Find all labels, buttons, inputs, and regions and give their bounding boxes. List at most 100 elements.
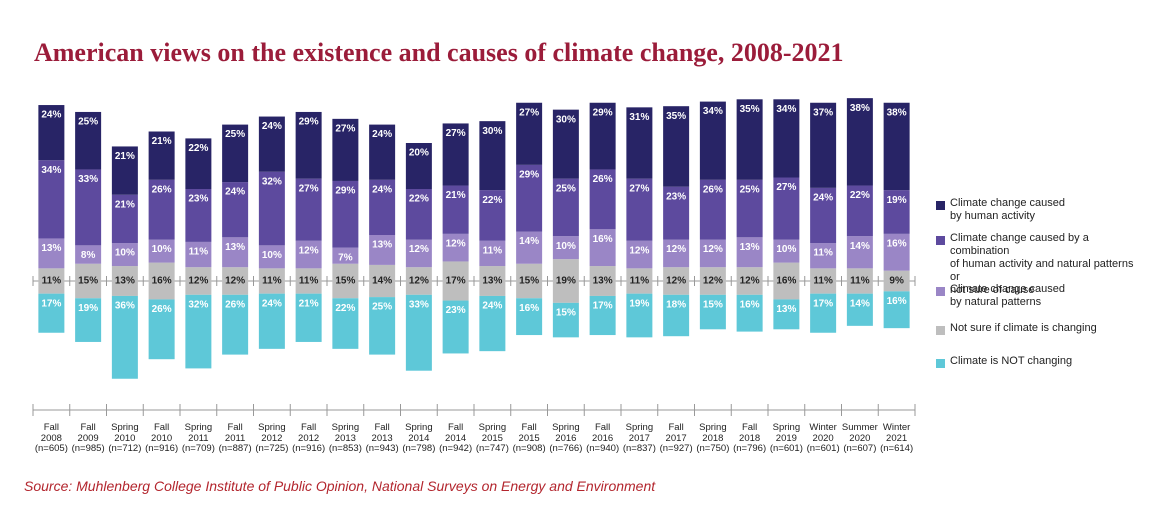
data-label: 14% — [372, 276, 392, 287]
bar-segment — [773, 239, 800, 263]
bar-segment — [295, 293, 322, 342]
data-label: 32% — [262, 176, 282, 187]
bar-segment — [148, 299, 175, 360]
bar-segment — [589, 266, 616, 296]
data-label: 15% — [556, 307, 576, 318]
data-label: 33% — [78, 174, 98, 185]
data-label: 13% — [225, 242, 245, 253]
bar-segment — [626, 268, 653, 294]
data-label: 13% — [115, 276, 135, 287]
sample-size-label: (n=796) — [733, 443, 767, 454]
sample-size-label: (n=766) — [549, 443, 583, 454]
bar-segment — [516, 298, 543, 336]
bar-segment — [111, 243, 138, 267]
data-label: 23% — [188, 194, 208, 205]
data-label: 21% — [115, 151, 135, 162]
data-label: 34% — [703, 106, 723, 117]
bar-segment — [369, 179, 396, 235]
data-label: 38% — [887, 107, 907, 118]
legend-swatch — [936, 236, 945, 245]
data-label: 16% — [593, 234, 613, 245]
bar-segment — [626, 107, 653, 179]
data-label: 29% — [299, 117, 319, 128]
data-label: 11% — [299, 276, 319, 287]
data-label: 16% — [776, 276, 796, 287]
data-label: 9% — [889, 276, 904, 287]
bar-segment — [736, 179, 763, 238]
data-label: 13% — [372, 240, 392, 251]
x-tick-label: Spring 2015 — [478, 422, 507, 444]
data-label: 13% — [776, 304, 796, 315]
bar-segment — [663, 106, 690, 187]
legend-swatch — [936, 359, 945, 368]
data-label: 38% — [850, 103, 870, 114]
bar-segment — [552, 302, 579, 338]
bar-segment — [699, 101, 726, 180]
bar-segment — [663, 294, 690, 337]
bar-segment — [222, 294, 249, 355]
bar-segment — [810, 268, 837, 294]
data-label: 16% — [519, 303, 539, 314]
x-tick-label: Fall 2011 — [224, 422, 246, 444]
bar-segment — [516, 164, 543, 232]
data-label: 27% — [776, 182, 796, 193]
data-label: 12% — [409, 276, 429, 287]
data-label: 22% — [188, 143, 208, 154]
x-tick-label: Fall 2010 — [151, 422, 173, 444]
legend-label: Climate change caused by human activity — [950, 197, 1065, 222]
bar-segment — [479, 295, 506, 352]
sample-size-label: (n=916) — [145, 443, 179, 454]
bar-segment — [75, 245, 102, 264]
bar-segment — [883, 102, 910, 191]
data-label: 29% — [519, 169, 539, 180]
bar-segment — [405, 143, 432, 189]
data-label: 17% — [446, 276, 466, 287]
sample-size-label: (n=943) — [365, 443, 399, 454]
data-label: 17% — [813, 298, 833, 309]
x-tick-label: Winter 2021 — [882, 422, 911, 444]
data-label: 34% — [776, 104, 796, 115]
data-label: 12% — [703, 276, 723, 287]
bar-segment — [773, 299, 800, 330]
bar-segment — [332, 118, 359, 181]
data-label: 15% — [519, 276, 539, 287]
bar-segment — [589, 229, 616, 267]
bar-segment — [148, 239, 175, 263]
data-label: 11% — [189, 247, 209, 258]
bar-segment — [479, 266, 506, 296]
data-label: 10% — [262, 250, 282, 261]
data-label: 30% — [482, 126, 502, 137]
data-label: 24% — [372, 184, 392, 195]
sample-size-label: (n=908) — [512, 443, 546, 454]
data-label: 15% — [78, 276, 98, 287]
legend-swatch — [936, 287, 945, 296]
data-label: 10% — [556, 241, 576, 252]
bar-segment — [810, 243, 837, 269]
x-tick-label: Summer 2020 — [841, 422, 878, 444]
data-label: 25% — [78, 117, 98, 128]
data-label: 10% — [776, 244, 796, 255]
data-label: 26% — [225, 299, 245, 310]
sample-size-label: (n=798) — [402, 443, 436, 454]
bar-segment — [699, 179, 726, 240]
sample-size-label: (n=916) — [292, 443, 326, 454]
data-label: 25% — [372, 302, 392, 313]
sample-size-label: (n=927) — [659, 443, 693, 454]
bar-segment — [222, 267, 249, 295]
bar-segment — [699, 294, 726, 330]
sample-size-label: (n=607) — [843, 443, 877, 454]
bar-segment — [479, 240, 506, 267]
bar-segment — [736, 99, 763, 180]
bar-segment — [442, 233, 469, 262]
data-label: 19% — [78, 303, 98, 314]
data-label: 24% — [262, 298, 282, 309]
bar-segment — [883, 291, 910, 329]
bar-segment — [663, 186, 690, 240]
data-label: 37% — [813, 107, 833, 118]
data-label: 11% — [813, 276, 833, 287]
data-label: 23% — [446, 305, 466, 316]
bar-segment — [516, 102, 543, 165]
bar-segment — [405, 189, 432, 240]
sample-size-label: (n=601) — [806, 443, 840, 454]
